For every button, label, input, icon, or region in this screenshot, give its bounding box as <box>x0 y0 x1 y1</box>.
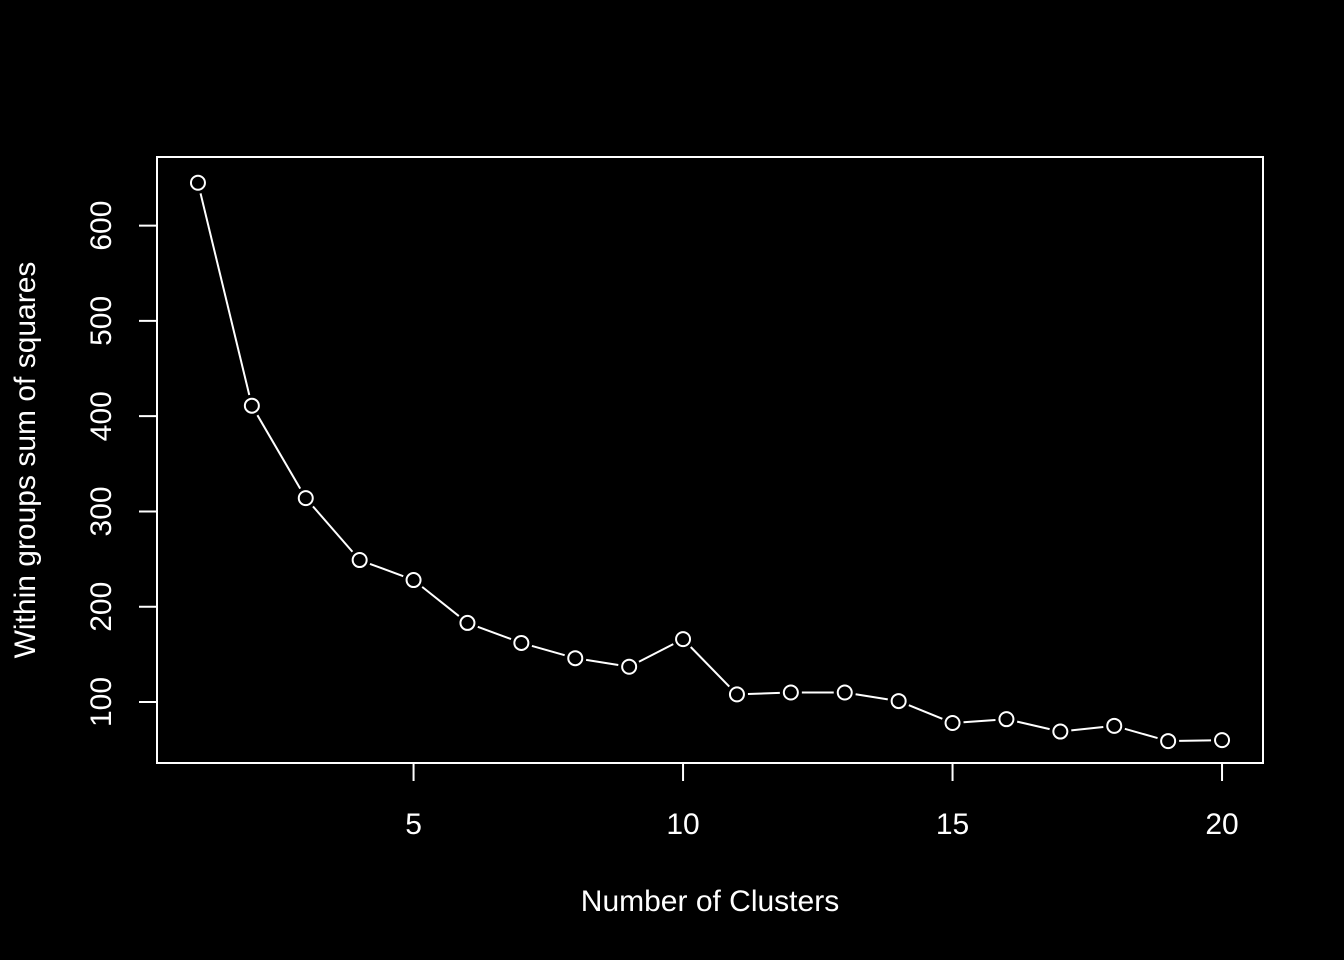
series-segment <box>585 658 619 667</box>
data-point-k6 <box>459 614 476 631</box>
series-segment <box>908 704 943 720</box>
data-point-k9 <box>621 658 638 675</box>
series-segment <box>1179 739 1212 742</box>
data-point-k11 <box>728 686 745 703</box>
data-point-k14 <box>890 693 907 710</box>
series-segment <box>531 644 565 657</box>
series-segment <box>747 691 780 696</box>
series-segment <box>963 718 996 724</box>
series-segment <box>1124 727 1158 740</box>
data-point-k16 <box>998 711 1015 728</box>
series-segment <box>690 646 730 688</box>
data-layer <box>189 174 1231 750</box>
y-tick-label: 500 <box>85 296 118 346</box>
data-point-k1 <box>189 174 206 191</box>
series-segment <box>638 643 674 663</box>
data-point-k10 <box>675 631 692 648</box>
x-tick-label: 15 <box>936 808 969 841</box>
data-point-k20 <box>1214 732 1231 749</box>
y-tick-label: 300 <box>85 486 118 536</box>
x-axis-title: Number of Clusters <box>581 885 839 918</box>
data-point-k18 <box>1106 717 1123 734</box>
series-segment <box>1016 720 1050 731</box>
series-segment <box>1071 726 1104 732</box>
data-point-k8 <box>567 650 584 667</box>
series-segment <box>312 505 354 553</box>
data-point-k5 <box>405 572 422 589</box>
series-segment <box>855 693 888 701</box>
data-point-k15 <box>944 714 961 731</box>
data-point-k19 <box>1160 733 1177 750</box>
series-segment <box>256 414 302 490</box>
data-point-k4 <box>351 552 368 569</box>
x-tick-label: 20 <box>1205 808 1238 841</box>
y-axis-title: Within groups sum of squares <box>9 262 42 659</box>
data-point-k12 <box>782 684 799 701</box>
series-segment <box>477 625 512 641</box>
data-point-k2 <box>243 397 260 414</box>
y-tick-label: 400 <box>85 391 118 441</box>
plot-frame <box>156 156 1264 764</box>
y-tick-label: 200 <box>85 582 118 632</box>
data-point-k3 <box>297 490 314 507</box>
y-tick-label: 100 <box>85 677 118 727</box>
series-segment <box>369 562 404 578</box>
data-point-k13 <box>836 684 853 701</box>
series-segment <box>199 193 251 396</box>
x-tick-label: 10 <box>666 808 699 841</box>
data-point-k17 <box>1052 723 1069 740</box>
series-segment <box>421 586 460 617</box>
y-tick-label: 600 <box>85 201 118 251</box>
x-tick-label: 5 <box>405 808 422 841</box>
data-point-k7 <box>513 634 530 651</box>
